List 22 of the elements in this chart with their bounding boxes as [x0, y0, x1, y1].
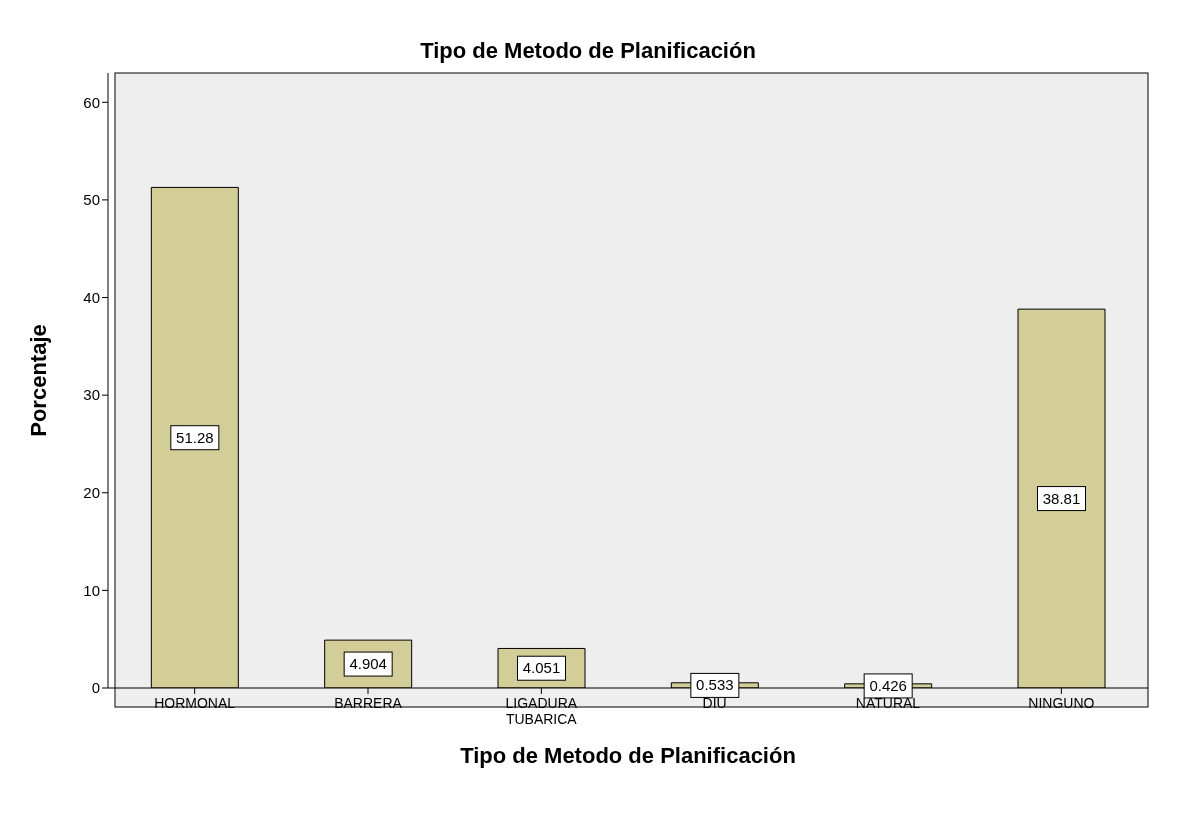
y-tick-label: 10: [83, 581, 100, 599]
data-label: 51.28: [176, 428, 214, 446]
y-tick-label: 50: [83, 191, 100, 209]
x-tick-label: LIGADURA TUBARICA: [505, 695, 578, 727]
data-label: 4.051: [522, 659, 561, 677]
data-label: 0.426: [869, 676, 907, 694]
y-tick-label: 30: [83, 386, 100, 404]
x-tick-label: NATURAL: [855, 695, 921, 711]
y-tick-label: 0: [91, 679, 100, 697]
x-tick-label: NINGUNO: [1028, 695, 1095, 711]
x-tick-label: HORMONAL: [154, 695, 236, 711]
y-tick-label: 40: [83, 288, 100, 306]
data-label: 38.81: [1042, 489, 1081, 507]
chart-title: Tipo de Metodo de Planificación: [419, 38, 757, 64]
x-axis-title: Tipo de Metodo de Planificación: [460, 743, 796, 768]
y-axis-title: Porcentaje: [25, 324, 51, 437]
x-tick-label: BARRERA: [334, 695, 403, 711]
y-tick-label: 60: [83, 93, 100, 111]
x-tick-label: DIU: [702, 695, 727, 711]
data-label: 0.533: [696, 676, 734, 694]
data-label: 4.904: [349, 655, 387, 673]
y-tick-label: 20: [83, 484, 100, 502]
